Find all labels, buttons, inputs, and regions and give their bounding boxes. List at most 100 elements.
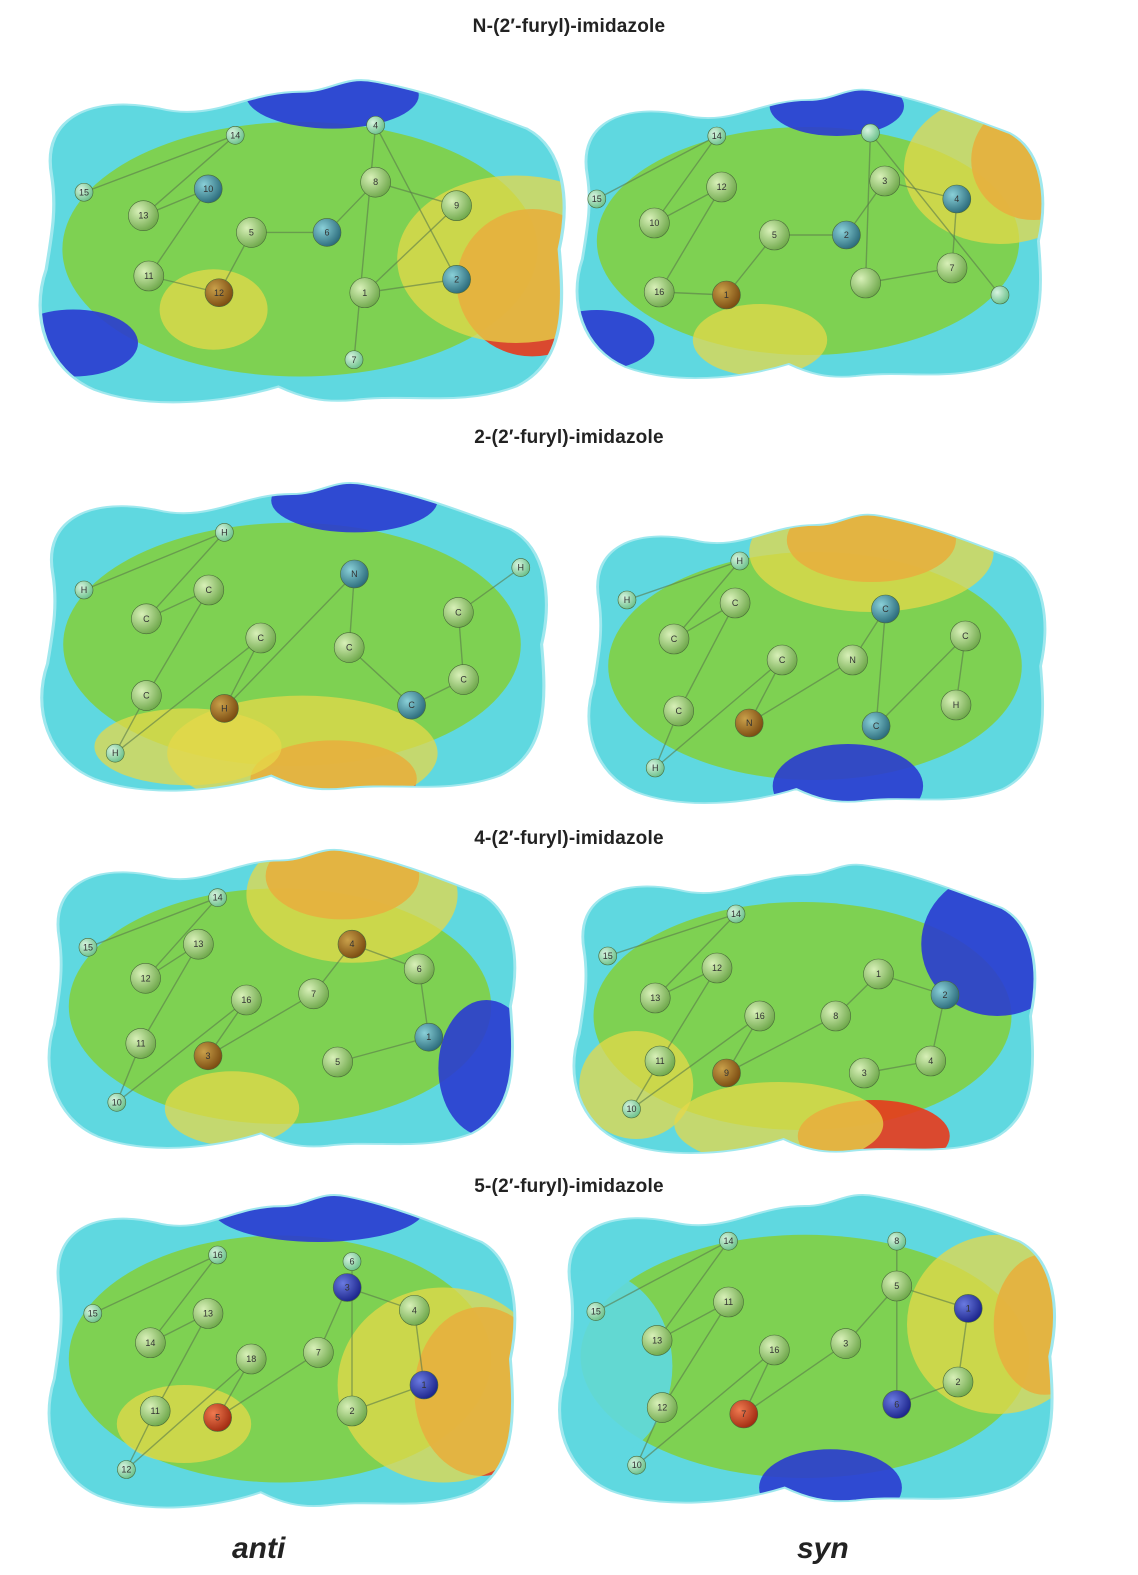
atom-label: 7 — [316, 1348, 321, 1358]
atom-label: N — [746, 718, 753, 728]
atom-sphere — [336, 1395, 368, 1427]
esp-surface-2 — [575, 88, 1045, 379]
atom-sphere — [622, 1099, 641, 1119]
atom-sphere — [414, 1022, 444, 1052]
atom-label: 18 — [246, 1354, 256, 1364]
atom-label: 10 — [632, 1460, 642, 1470]
atom-label: 2 — [349, 1406, 354, 1416]
atom-label: H — [652, 763, 659, 773]
atom-sphere — [409, 1370, 439, 1400]
atom-sphere — [298, 978, 329, 1010]
atom-sphere — [641, 1325, 673, 1356]
atom-sphere — [832, 220, 861, 250]
row-title-1: N-(2′-furyl)-imidazole — [472, 16, 666, 37]
atom-label: 2 — [454, 274, 459, 284]
atom-label: 13 — [652, 1335, 662, 1345]
atom-label: 11 — [724, 1297, 733, 1307]
atom-label: C — [671, 634, 678, 644]
atom-sphere — [861, 123, 880, 143]
atom-label: H — [953, 700, 960, 710]
atom-sphere — [627, 1455, 647, 1475]
atom-label: 15 — [79, 187, 89, 197]
atom-sphere — [397, 690, 426, 720]
atom-sphere — [332, 1273, 362, 1302]
atom-label: 4 — [349, 939, 354, 949]
atom-label: 14 — [723, 1236, 733, 1246]
atom-sphere — [303, 1337, 334, 1368]
atom-label: C — [206, 585, 213, 595]
atom-label: 12 — [141, 973, 151, 983]
atom-label: C — [455, 607, 462, 617]
atom-label: 6 — [324, 227, 329, 237]
molecule-3: H H C C C H C H N C C C C H — [74, 523, 531, 763]
atom-sphere — [713, 1286, 744, 1318]
atom-label: 7 — [741, 1409, 746, 1419]
atom-sphere — [135, 1327, 166, 1359]
atom-sphere — [130, 962, 161, 994]
atom-label: 1 — [724, 290, 729, 300]
atom-sphere — [830, 1328, 862, 1359]
atom-sphere — [759, 1334, 790, 1366]
atom-sphere — [225, 126, 245, 145]
atom-sphere — [107, 1093, 127, 1112]
atom-sphere — [139, 1395, 171, 1427]
atom-sphere — [399, 1294, 430, 1326]
atom-sphere — [441, 190, 472, 221]
atom-sphere — [133, 260, 165, 292]
atom-label: C — [408, 700, 415, 710]
atom-sphere — [128, 200, 159, 231]
caption-syn: syn — [797, 1532, 849, 1565]
atom-sphere — [204, 278, 234, 308]
atom-label: 15 — [88, 1309, 98, 1319]
molecule-4: H H C C C H C N N C C C H — [617, 551, 981, 778]
atom-sphere — [848, 1057, 880, 1089]
atom-sphere — [940, 689, 972, 721]
atom-label: 4 — [928, 1056, 933, 1066]
atom-label: N — [351, 569, 358, 579]
atom-sphere — [887, 1231, 907, 1251]
atom-label: 14 — [145, 1338, 155, 1348]
atom-sphere — [587, 189, 607, 209]
atom-label: C — [258, 633, 265, 643]
atom-sphere — [183, 928, 214, 960]
atom-label: 16 — [755, 1011, 765, 1021]
atom-label: 5 — [335, 1057, 340, 1067]
atom-label: 3 — [843, 1339, 848, 1349]
atom-sphere — [936, 252, 968, 284]
atom-label: 14 — [731, 909, 741, 919]
row-title-4: 5-(2′-furyl)-imidazole — [474, 1176, 664, 1197]
row-title-2: 2-(2′-furyl)-imidazole — [474, 427, 664, 448]
atom-label: 3 — [862, 1068, 867, 1078]
esp-surface-5 — [47, 848, 517, 1149]
atom-label: 2 — [844, 230, 849, 240]
atom-label: H — [737, 556, 744, 566]
atom-sphere — [663, 695, 695, 727]
atom-sphere — [366, 115, 385, 135]
atom-label: C — [882, 604, 889, 614]
atom-label: C — [143, 614, 150, 624]
atom-sphere — [645, 758, 665, 778]
atom-sphere — [360, 166, 391, 198]
atom-sphere — [586, 1302, 606, 1321]
atom-sphere — [871, 594, 900, 624]
atom-sphere — [443, 597, 474, 628]
atom-sphere — [820, 1000, 852, 1032]
atom-label: C — [460, 675, 467, 685]
atom-sphere — [837, 644, 868, 676]
atom-sphere — [869, 165, 901, 197]
atom-label: 11 — [151, 1406, 160, 1416]
atom-sphere — [930, 980, 960, 1010]
atom-sphere — [203, 1403, 232, 1432]
atom-label: 8 — [894, 1236, 899, 1246]
atom-sphere — [643, 276, 675, 308]
atom-label: 1 — [362, 288, 367, 298]
atom-label: N — [849, 655, 856, 665]
atom-label: 2 — [955, 1377, 960, 1387]
atom-label: 5 — [894, 1281, 899, 1291]
atom-label: 16 — [213, 1250, 223, 1260]
atom-label: 3 — [345, 1283, 350, 1293]
atom-label: 6 — [349, 1257, 354, 1267]
atom-label: 15 — [592, 194, 602, 204]
atom-sphere — [117, 1460, 136, 1479]
atom-sphere — [74, 182, 94, 202]
